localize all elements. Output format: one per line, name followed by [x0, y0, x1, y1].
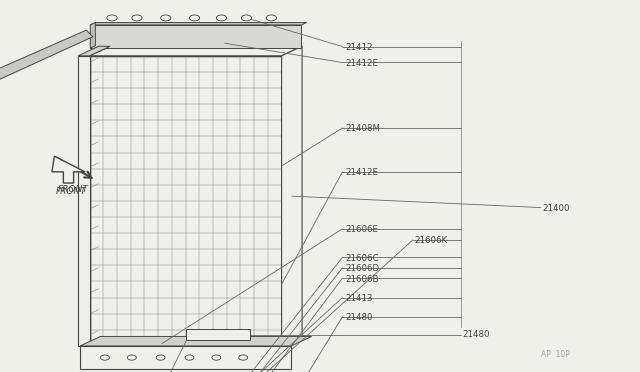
- Circle shape: [189, 15, 200, 21]
- Text: 21412: 21412: [346, 43, 373, 52]
- Polygon shape: [90, 56, 282, 346]
- Polygon shape: [80, 346, 291, 369]
- Text: 21480: 21480: [463, 330, 490, 339]
- Polygon shape: [90, 23, 95, 48]
- Circle shape: [185, 355, 194, 360]
- Text: 21412E: 21412E: [346, 168, 379, 177]
- Circle shape: [127, 355, 136, 360]
- Text: 21606C: 21606C: [346, 254, 379, 263]
- Text: 21408M: 21408M: [346, 124, 381, 133]
- Circle shape: [107, 15, 117, 21]
- Polygon shape: [78, 56, 90, 346]
- Circle shape: [266, 15, 276, 21]
- Text: FRONT: FRONT: [58, 185, 88, 194]
- Text: 21400: 21400: [543, 204, 570, 213]
- Polygon shape: [90, 23, 307, 25]
- Circle shape: [132, 15, 142, 21]
- Polygon shape: [0, 30, 93, 94]
- Text: 21412E: 21412E: [346, 59, 379, 68]
- Text: 21606E: 21606E: [346, 225, 379, 234]
- Circle shape: [212, 355, 221, 360]
- Text: 21606K: 21606K: [415, 236, 448, 245]
- Circle shape: [239, 355, 248, 360]
- Text: 21413: 21413: [346, 294, 373, 303]
- Text: FRONT: FRONT: [56, 187, 86, 196]
- Text: AP  10P: AP 10P: [541, 350, 570, 359]
- Polygon shape: [52, 156, 85, 183]
- Circle shape: [241, 15, 252, 21]
- Text: 21606D: 21606D: [346, 264, 380, 273]
- Circle shape: [156, 355, 165, 360]
- Text: 21480: 21480: [346, 313, 373, 322]
- Text: 21606B: 21606B: [346, 275, 379, 283]
- Polygon shape: [90, 46, 302, 56]
- Circle shape: [216, 15, 227, 21]
- Circle shape: [161, 15, 171, 21]
- Bar: [186, 329, 250, 340]
- Polygon shape: [78, 46, 110, 56]
- Circle shape: [100, 355, 109, 360]
- Text: 21480E: 21480E: [202, 330, 234, 339]
- Polygon shape: [80, 336, 312, 346]
- Polygon shape: [282, 46, 302, 346]
- Polygon shape: [90, 25, 301, 48]
